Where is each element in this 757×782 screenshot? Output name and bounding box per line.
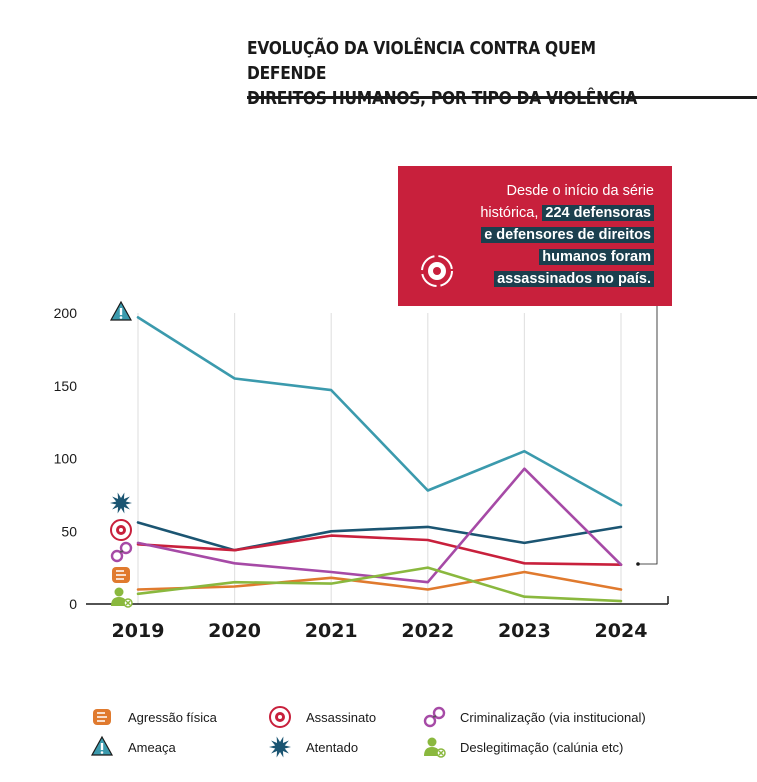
callout-connector-dot <box>636 562 640 566</box>
callout-box: Desde o início da série histórica, 224 d… <box>398 166 672 306</box>
x-tick-label-2019: 2019 <box>112 620 165 642</box>
callout-line-2b: 224 defensoras <box>542 205 654 221</box>
series-marker-handcuffs-icon <box>110 541 133 563</box>
x-tick-label-2022: 2022 <box>401 620 454 642</box>
legend: Agressão física Assassinato Criminalização… <box>90 705 730 765</box>
series-marker-person-x-icon <box>111 587 133 608</box>
line-chart: 0 50 100 150 200 2019 2020 2021 2022 2023 2024 <box>54 300 669 642</box>
target-icon <box>269 706 291 728</box>
title-rule <box>247 96 757 99</box>
title-line-1: EVOLUÇÃO DA VIOLÊNCIA CONTRA QUEM DEFEND… <box>247 38 596 84</box>
legend-label-deslegitimacao: Deslegitimação (calúnia etc) <box>460 739 624 755</box>
warning-icon <box>90 735 114 756</box>
callout-line-2a: histórica, <box>480 205 543 221</box>
legend-label-criminalizacao: Criminalização (via institucional) <box>460 709 646 725</box>
series-line-agressao <box>136 570 623 591</box>
y-tick-label-100: 100 <box>54 451 78 467</box>
legend-item-assassinato: Assassinato <box>268 705 376 729</box>
series-marker-warning-icon <box>109 300 133 321</box>
callout-line-3: e defensores de direitos <box>481 227 654 243</box>
series-line-assassinato <box>136 534 623 567</box>
legend-item-ameaca: Ameaça <box>90 735 176 759</box>
legend-item-criminalizacao: Criminalização (via institucional) <box>422 705 646 729</box>
callout-line-4: humanos foram <box>539 249 654 265</box>
burst-icon <box>269 736 291 758</box>
legend-label-atentado: Atentado <box>306 739 359 755</box>
handcuffs-icon <box>423 706 446 728</box>
x-tick-label-2024: 2024 <box>595 620 648 642</box>
series-marker-fist-icon <box>112 567 130 583</box>
series-marker-burst-icon <box>110 492 132 514</box>
fist-icon <box>93 709 111 725</box>
series-line-deslegitimacao <box>136 566 623 603</box>
callout-line-5: assassinados no país. <box>494 271 654 287</box>
legend-item-atentado: Atentado <box>268 735 358 759</box>
x-tick-label-2023: 2023 <box>498 620 551 642</box>
y-tick-label-200: 200 <box>54 305 78 321</box>
y-tick-label-0: 0 <box>69 596 77 612</box>
x-tick-label-2020: 2020 <box>208 620 261 642</box>
series-marker-target-icon <box>110 519 132 541</box>
legend-label-agressao: Agressão física <box>128 709 217 725</box>
legend-label-ameaca: Ameaça <box>128 739 176 755</box>
legend-label-assassinato: Assassinato <box>306 709 377 725</box>
series-line-criminalizacao <box>136 467 623 584</box>
legend-item-agressao: Agressão física <box>90 705 217 729</box>
series-line-atentado <box>136 521 623 552</box>
x-tick-label-2021: 2021 <box>305 620 358 642</box>
callout-line-1: Desde o início da série <box>506 183 655 199</box>
y-tick-label-150: 150 <box>54 378 78 394</box>
person-x-icon <box>424 737 446 758</box>
y-tick-label-50: 50 <box>61 523 77 539</box>
callout-text: Desde o início da série histórica, 224 d… <box>424 180 654 290</box>
series-line-ameaca <box>136 316 623 507</box>
callout-connector <box>638 306 658 565</box>
legend-item-deslegitimacao: Deslegitimação (calúnia etc) <box>422 735 623 759</box>
target-icon <box>421 255 453 287</box>
